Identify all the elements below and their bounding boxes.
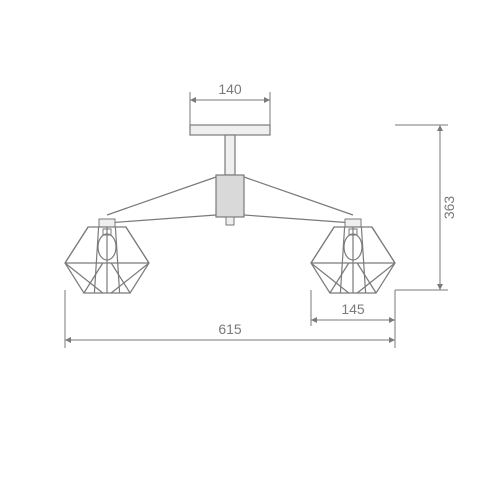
mount-plate: [190, 125, 270, 135]
arrowhead: [389, 337, 395, 343]
arm: [107, 177, 216, 215]
shade-rib: [372, 227, 395, 263]
arrowhead: [437, 125, 443, 131]
dim-mount-width-label: 140: [218, 81, 242, 97]
stem: [225, 135, 235, 175]
arrowhead: [65, 337, 71, 343]
center-nub: [226, 217, 234, 225]
arrowhead: [264, 97, 270, 103]
dim-total-width-label: 615: [218, 321, 242, 337]
center-block: [216, 175, 244, 217]
arrowhead: [311, 317, 317, 323]
shade-x: [111, 263, 149, 293]
shade-rib: [65, 227, 88, 263]
shade-x: [357, 263, 395, 293]
socket: [345, 219, 361, 227]
dim-total-height-label: 363: [441, 196, 457, 220]
shade-rib: [340, 227, 344, 293]
shade-x: [65, 263, 103, 293]
shade-rib: [361, 227, 365, 293]
shade-x: [330, 263, 349, 293]
arm: [244, 215, 353, 223]
dim-shade-width-label: 145: [341, 301, 365, 317]
shade-x: [311, 263, 349, 293]
arm: [244, 177, 353, 215]
arrowhead: [389, 317, 395, 323]
socket: [99, 219, 115, 227]
arrowhead: [437, 284, 443, 290]
shade-rib: [311, 227, 334, 263]
shade-x: [357, 263, 376, 293]
shade-rib: [94, 227, 98, 293]
shade-rib: [115, 227, 119, 293]
shade-x: [111, 263, 130, 293]
arrowhead: [190, 97, 196, 103]
arm: [107, 215, 216, 223]
shade-rib: [126, 227, 149, 263]
shade-x: [84, 263, 103, 293]
lamp-drawing: [65, 125, 395, 293]
